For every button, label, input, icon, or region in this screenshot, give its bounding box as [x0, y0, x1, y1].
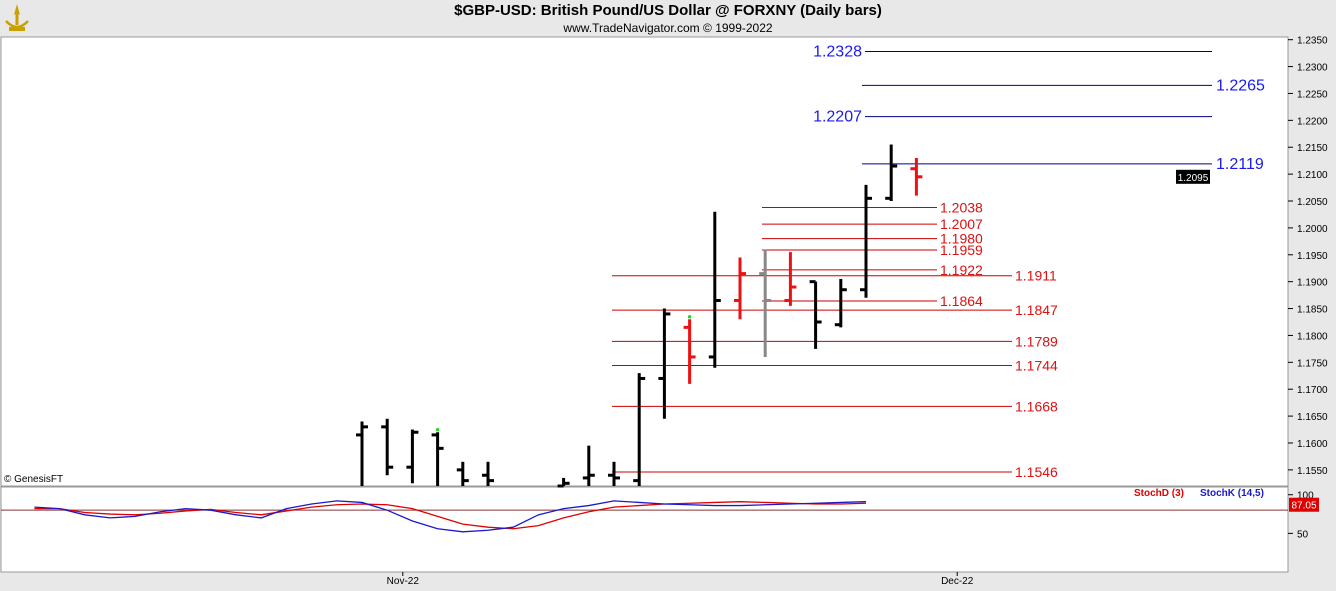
y-tick-label: 1.2050: [1297, 197, 1328, 208]
price-bar: [633, 373, 646, 486]
stoch-line-StochK (14,5): [34, 500, 867, 533]
y-tick-label: 1.2250: [1297, 89, 1328, 100]
price-bar: [708, 211, 721, 368]
y-tick-label: 1.1850: [1297, 305, 1328, 316]
stoch-line-StochD (3): [34, 501, 867, 530]
y-tick-label: 1.1900: [1297, 278, 1328, 289]
signal-marker: [436, 428, 440, 432]
price-bar: [683, 319, 696, 384]
price-bar: [910, 157, 923, 196]
y-tick-label: 1.2200: [1297, 116, 1328, 127]
y-tick-label: 1.2100: [1297, 170, 1328, 181]
chart-header: $GBP-USD: British Pound/US Dollar @ FORX…: [0, 0, 1336, 37]
y-tick-label: 1.1650: [1297, 412, 1328, 423]
price-bar: [356, 421, 368, 486]
level-label-1.2207: 1.2207: [813, 109, 862, 126]
y-tick-label: 1.2150: [1297, 143, 1328, 154]
level-label-1.1789: 1.1789: [1015, 333, 1058, 349]
y-tick-label: 1.2300: [1297, 63, 1328, 74]
price-bar: [885, 144, 898, 202]
level-label-1.1864: 1.1864: [940, 293, 983, 309]
stoch-last-label: 87.05: [1291, 501, 1316, 512]
stochastic-panel[interactable]: [0, 486, 1289, 573]
level-label-1.1922: 1.1922: [940, 262, 983, 278]
x-tick-label: Nov-22: [387, 576, 420, 587]
y-tick-label: 1.1550: [1297, 466, 1328, 477]
compass-logo-icon: [5, 4, 29, 31]
copyright-label: © GenesisFT: [4, 474, 64, 485]
level-label-1.2007: 1.2007: [940, 216, 983, 232]
y-tick-label: 1.1750: [1297, 358, 1328, 369]
level-label-1.1847: 1.1847: [1015, 302, 1058, 318]
price-panel[interactable]: [0, 36, 1289, 487]
signal-marker: [688, 315, 692, 319]
x-tick-label: Dec-22: [941, 576, 974, 587]
level-label-1.2265: 1.2265: [1216, 77, 1265, 94]
price-bar: [734, 257, 746, 320]
y-tick-label: 1.1700: [1297, 385, 1328, 396]
price-bar: [381, 418, 394, 476]
price-bar: [431, 432, 444, 486]
legend-stochk: StochK (14,5): [1200, 488, 1264, 499]
last-price-label: 1.2095: [1178, 173, 1209, 184]
level-label-1.2119: 1.2119: [1216, 156, 1264, 173]
chart-title: $GBP-USD: British Pound/US Dollar @ FORX…: [454, 2, 882, 19]
y-tick-label: 1.1950: [1297, 251, 1328, 262]
price-bar: [759, 249, 772, 357]
level-label-1.1546: 1.1546: [1015, 464, 1058, 480]
price-bar: [582, 445, 595, 486]
stoch-last-box: [1289, 497, 1319, 512]
level-label-1.2328: 1.2328: [813, 44, 862, 61]
y-tick-label: 1.1800: [1297, 331, 1328, 342]
price-bar: [809, 280, 822, 349]
price-bar: [784, 252, 797, 306]
y-tick-label: 1.2000: [1297, 224, 1328, 235]
price-bar: [860, 184, 872, 298]
price-bar: [482, 461, 494, 486]
legend-stochd: StochD (3): [1134, 488, 1184, 499]
level-label-1.1911: 1.1911: [1015, 268, 1057, 284]
price-bar: [608, 461, 620, 486]
chart-subtitle: www.TradeNavigator.com © 1999-2022: [563, 21, 773, 35]
level-label-1.2038: 1.2038: [940, 199, 983, 215]
level-label-1.1744: 1.1744: [1015, 358, 1058, 374]
price-bar: [834, 278, 847, 328]
price-bar: [456, 461, 469, 486]
stoch-y-tick-label: 100: [1297, 491, 1314, 502]
price-bar: [406, 429, 419, 484]
level-label-1.1980: 1.1980: [940, 231, 983, 247]
stoch-y-tick-label: 50: [1297, 529, 1309, 540]
y-tick-label: 1.1600: [1297, 439, 1328, 450]
price-bar: [557, 477, 570, 488]
last-price-box: [1176, 169, 1210, 184]
y-tick-label: 1.2350: [1297, 36, 1328, 47]
price-bar: [658, 308, 671, 419]
level-label-1.1668: 1.1668: [1015, 398, 1058, 414]
level-label-1.1959: 1.1959: [940, 242, 983, 258]
